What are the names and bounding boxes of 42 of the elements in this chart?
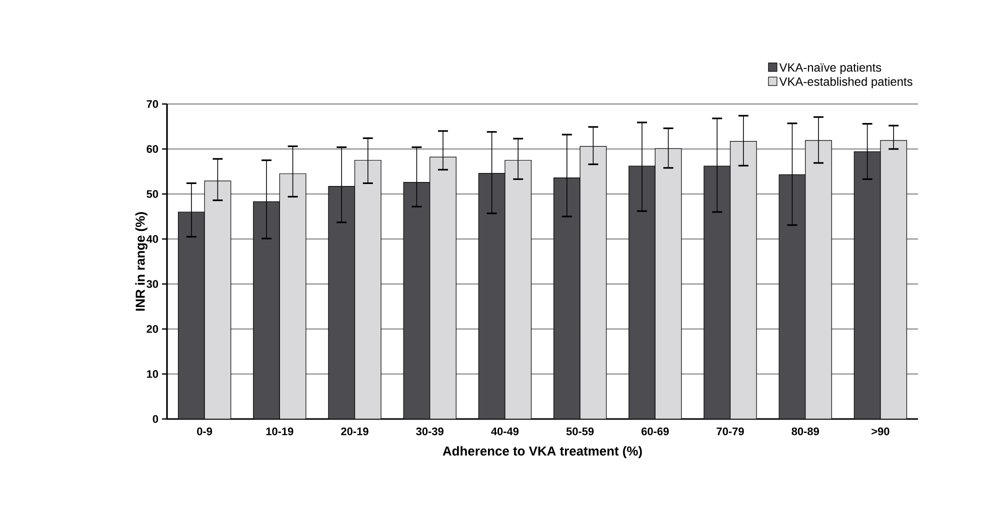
y-tick-label: 30 (146, 280, 158, 288)
bar (253, 201, 280, 419)
bar (805, 140, 832, 419)
y-tick-label: 70 (146, 100, 158, 108)
y-tick-label: 20 (146, 325, 158, 333)
x-tick-label: 40-49 (491, 428, 519, 436)
y-tick-label: 50 (146, 190, 158, 198)
bar (854, 151, 881, 419)
y-tick-label: 60 (146, 145, 158, 153)
bar (704, 166, 731, 419)
y-tick-label: 40 (146, 235, 158, 243)
bar (730, 141, 757, 419)
bar (628, 166, 656, 419)
legend-label: VKA-naïve patients (779, 62, 882, 74)
y-tick-label: 0 (152, 415, 158, 423)
bar (328, 186, 356, 419)
x-tick-label: >90 (872, 428, 890, 436)
bar (580, 146, 607, 419)
legend-label: VKA-established patients (779, 77, 912, 88)
bar (504, 160, 532, 419)
x-tick-label: 60-69 (642, 428, 669, 436)
bar (279, 173, 306, 419)
y-tick-label: 10 (147, 370, 158, 378)
bar (880, 140, 908, 419)
x-tick-label: 50-59 (566, 428, 594, 436)
x-axis-title: Adherence to VKA treatment (%) (442, 446, 642, 458)
x-tick-label: 70-79 (716, 428, 744, 436)
bar (178, 212, 205, 419)
x-tick-label: 80-89 (792, 428, 819, 436)
x-tick-label: 30-39 (416, 428, 444, 436)
bar (778, 174, 806, 419)
x-tick-label: 0-9 (197, 428, 212, 436)
x-tick-label: 20-19 (341, 428, 368, 436)
bar (478, 173, 506, 419)
bar (204, 180, 232, 419)
bar (553, 178, 580, 419)
bar (430, 156, 456, 419)
y-axis-title: INR in range (%) (135, 212, 148, 311)
bar (654, 148, 682, 419)
bar (403, 182, 430, 419)
bar (354, 160, 382, 419)
x-tick-label: 10-19 (266, 428, 294, 436)
